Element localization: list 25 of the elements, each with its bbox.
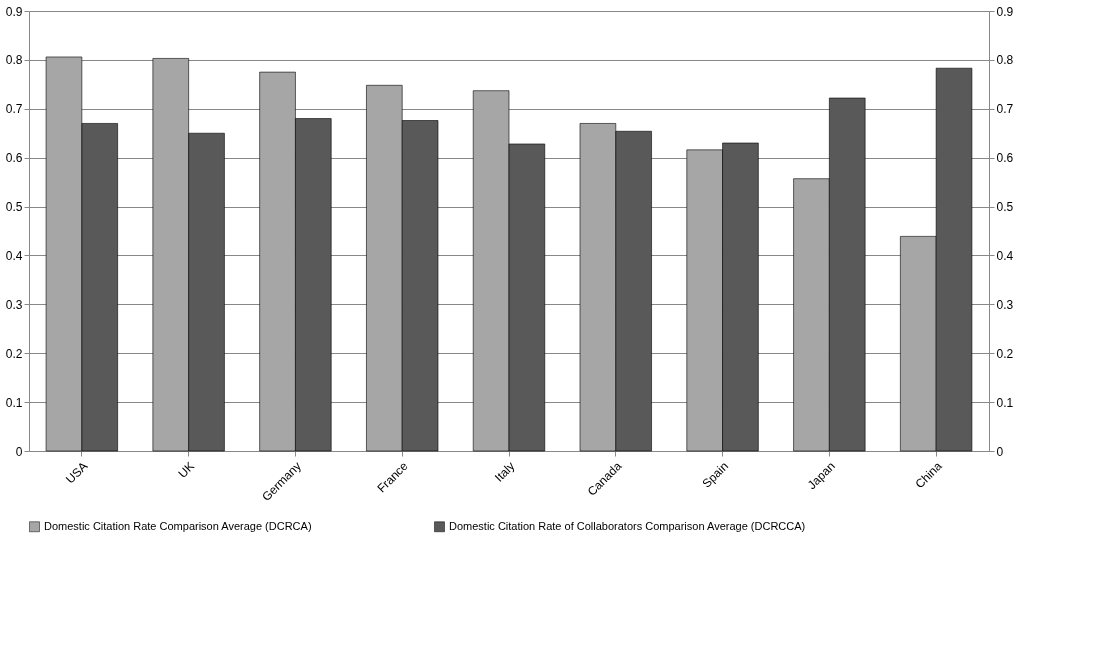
y-tick-label: 0 — [15, 444, 23, 459]
y2-tick-label: 0 — [996, 444, 1004, 459]
y2-tick-label: 0.3 — [996, 297, 1014, 312]
y2-tick-label: 0.1 — [996, 395, 1014, 410]
y-tick-label: 0.8 — [5, 53, 23, 68]
y2-tick-label: 0.2 — [996, 346, 1014, 361]
y-tick-label: 0.4 — [5, 248, 23, 263]
y2-tick-label: 0.4 — [996, 248, 1014, 263]
y2-tick-label: 0.8 — [996, 53, 1014, 68]
y2-tick-label: 0.5 — [996, 200, 1014, 215]
y2-tick-label: 0.7 — [996, 102, 1014, 117]
x-tick-label: UK — [175, 459, 198, 481]
x-tick-label: USA — [62, 459, 91, 487]
y-tick-label: 0.3 — [5, 297, 23, 312]
y2-tick-label: 0.9 — [996, 4, 1014, 19]
y-tick-label: 0.7 — [5, 102, 23, 117]
y-tick-label: 0.2 — [5, 346, 23, 361]
y2-tick-label: 0.6 — [996, 151, 1014, 166]
legend-label: Domestic Citation Rate of Collaborators Comparison Average (DCRCCA) — [449, 519, 806, 532]
y-tick-label: 0.5 — [5, 200, 23, 215]
legend-label: Domestic Citation Rate Comparison Average (DCRCA) — [44, 519, 312, 532]
x-tick-label: Italy — [492, 459, 518, 485]
y-tick-label: 0.1 — [5, 395, 23, 410]
y-tick-label: 0.9 — [5, 4, 23, 19]
y-tick-label: 0.6 — [5, 151, 23, 166]
